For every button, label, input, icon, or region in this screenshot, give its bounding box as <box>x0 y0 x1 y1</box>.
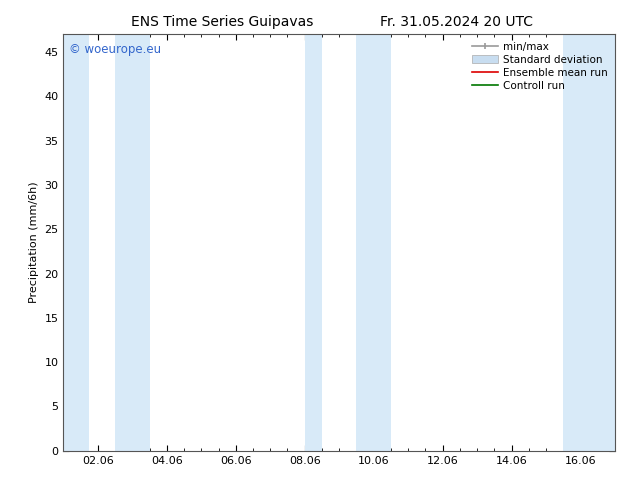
Bar <box>563 34 615 451</box>
Text: © woeurope.eu: © woeurope.eu <box>69 43 161 56</box>
Text: Fr. 31.05.2024 20 UTC: Fr. 31.05.2024 20 UTC <box>380 15 533 29</box>
Legend: min/max, Standard deviation, Ensemble mean run, Controll run: min/max, Standard deviation, Ensemble me… <box>467 37 612 95</box>
Text: ENS Time Series Guipavas: ENS Time Series Guipavas <box>131 15 313 29</box>
Bar <box>63 34 89 451</box>
Bar <box>356 34 391 451</box>
Y-axis label: Precipitation (mm/6h): Precipitation (mm/6h) <box>29 182 39 303</box>
Bar <box>115 34 150 451</box>
Bar <box>305 34 322 451</box>
